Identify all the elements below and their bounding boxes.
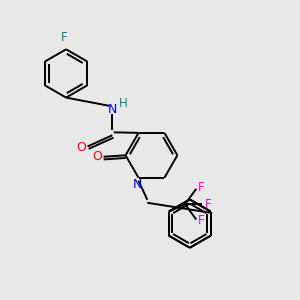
Text: F: F <box>61 31 68 44</box>
Text: F: F <box>205 198 212 211</box>
Text: O: O <box>76 141 86 154</box>
Text: F: F <box>198 181 205 194</box>
Text: F: F <box>198 214 205 227</box>
Text: O: O <box>92 150 102 163</box>
Text: N: N <box>108 103 117 116</box>
Text: H: H <box>119 97 128 110</box>
Text: N: N <box>132 178 142 191</box>
